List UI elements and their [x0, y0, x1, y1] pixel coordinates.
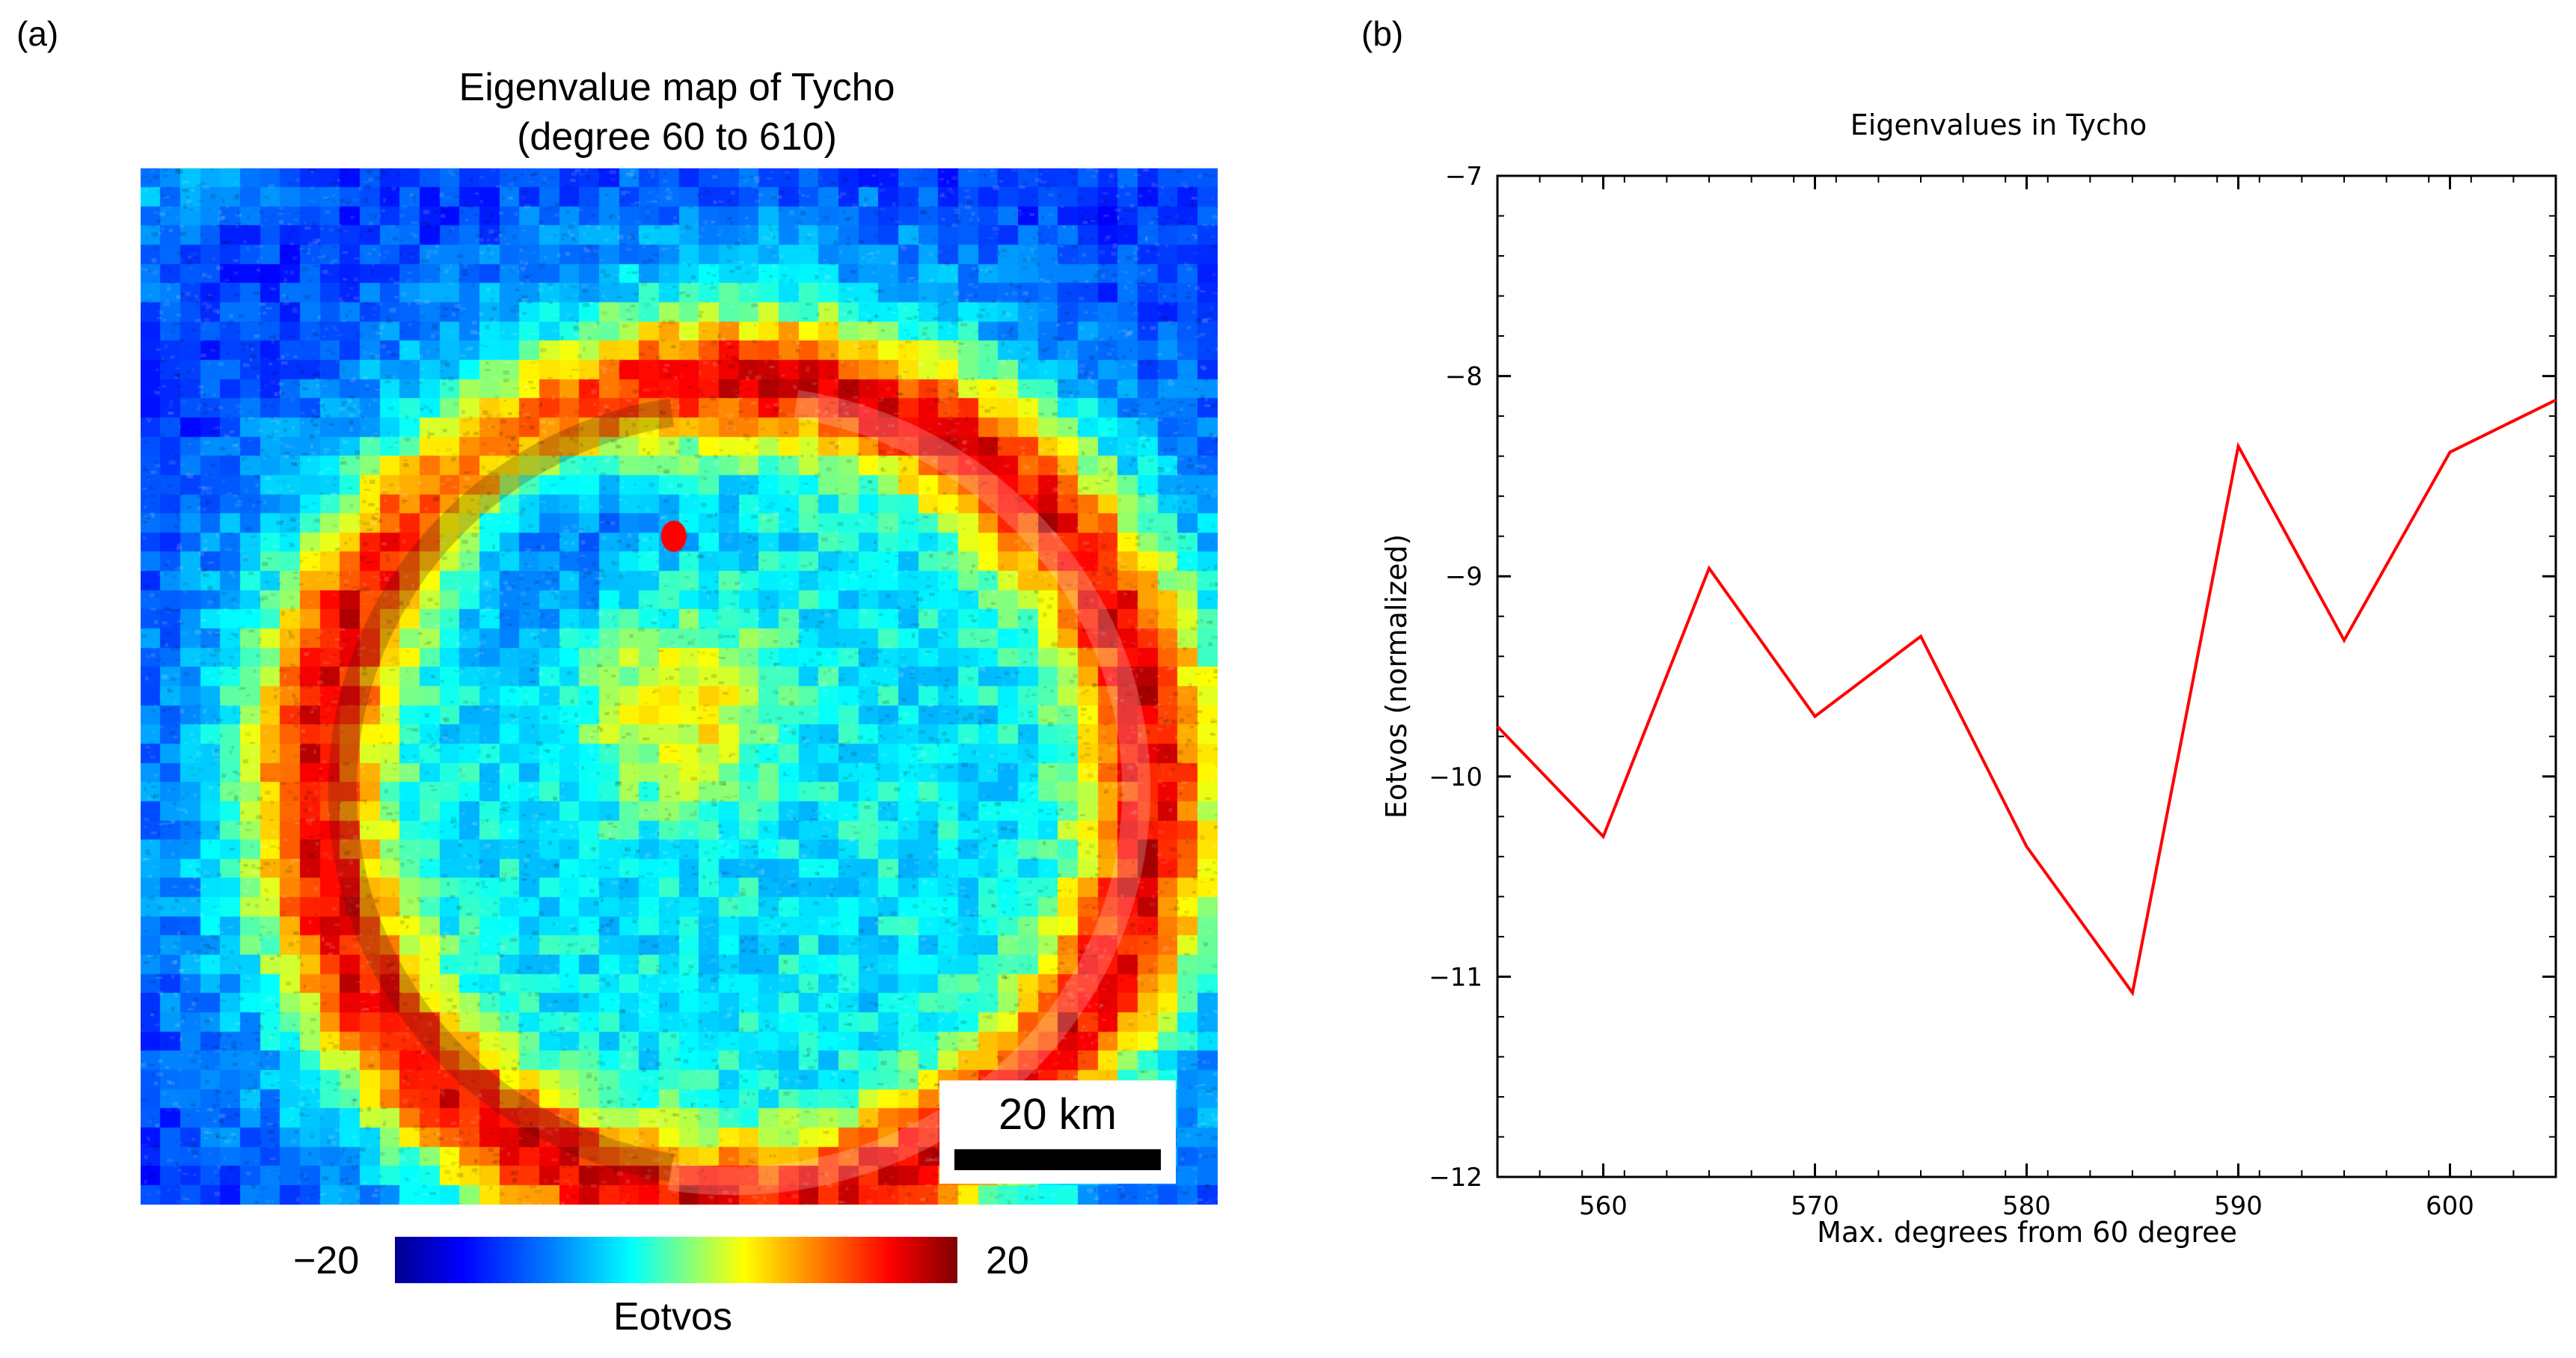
scale-bar-label: 20 km [999, 1090, 1117, 1139]
x-axis-label: Max. degrees from 60 degree [1817, 1216, 2237, 1249]
series-line-eigenvalues [1496, 398, 2557, 997]
panel-label-a: (a) [16, 14, 59, 53]
data-point [1920, 635, 1922, 637]
data-point [1603, 836, 1604, 837]
y-tick-label: −7 [1445, 162, 1482, 192]
eigenvalue-map-image [141, 168, 1218, 1205]
minor-ticks [1497, 176, 2557, 1177]
data-point [2132, 992, 2133, 994]
map-title-line1: Eigenvalue map of Tycho [459, 66, 895, 109]
chart-title: Eigenvalues in Tycho [1850, 108, 2147, 141]
colorbar-label: Eotvos [613, 1295, 732, 1339]
x-tick-label: 570 [1791, 1191, 1839, 1221]
y-tick-label: −9 [1445, 562, 1482, 592]
y-tick-label: −11 [1429, 962, 1482, 992]
data-point [2026, 845, 2027, 847]
y-axis-label: Eotvos (normalized) [1380, 534, 1413, 819]
data-point [1708, 567, 1710, 569]
data-point [2238, 445, 2239, 447]
scale-bar: 20 km [939, 1080, 1176, 1184]
x-tick-label: 580 [2002, 1191, 2051, 1221]
y-tick-label: −12 [1429, 1163, 1482, 1193]
scale-bar-line [954, 1149, 1161, 1170]
y-tick-label: −8 [1445, 362, 1482, 392]
map-title-line2: (degree 60 to 610) [517, 115, 837, 159]
colorbar [395, 1237, 957, 1283]
y-tick-label: −10 [1429, 762, 1482, 792]
colorbar-max-label: 20 [986, 1239, 1029, 1282]
panel-label-b: (b) [1361, 14, 1404, 53]
colorbar-min-label: −20 [293, 1239, 360, 1282]
data-point [1497, 726, 1498, 727]
plot-frame [1496, 174, 2557, 1178]
x-tick-label: 590 [2214, 1191, 2263, 1221]
x-tick-label: 560 [1579, 1191, 1628, 1221]
x-tick-label: 600 [2426, 1191, 2474, 1221]
eigenvalue-map: 20 km [141, 168, 1218, 1205]
